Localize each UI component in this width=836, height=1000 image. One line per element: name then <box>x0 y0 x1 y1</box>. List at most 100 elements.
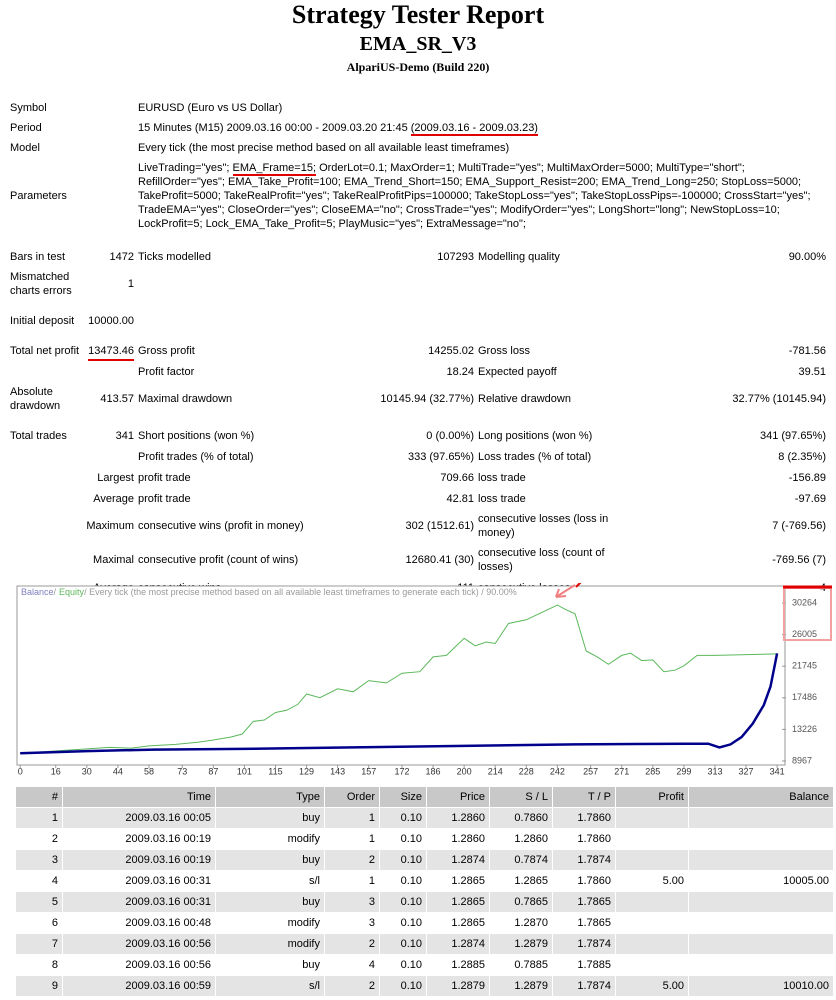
x-tick-label: 271 <box>614 766 629 776</box>
stat-text: Maximal <box>93 554 134 566</box>
trade-cell: 2009.03.16 00:31 <box>125 875 211 887</box>
stat-text: consecutive loss (count of losses) <box>478 547 605 573</box>
plot-frame <box>16 585 786 766</box>
x-tick-label: 172 <box>394 766 409 776</box>
trade-cell: 1.7874 <box>553 934 615 954</box>
x-tick-label: 327 <box>739 766 754 776</box>
trade-cell: 0.7874 <box>490 850 552 870</box>
trade-cell-empty <box>689 934 833 954</box>
stat-label: Total trades <box>8 416 84 446</box>
x-tick-label: 285 <box>645 766 660 776</box>
stat-text: consecutive losses (loss in money) <box>478 513 609 539</box>
trade-cell: 2009.03.16 00:59 <box>63 976 215 996</box>
y-tick-label: 30264 <box>792 597 817 607</box>
stat-label: Modelling quality <box>476 246 644 267</box>
stat-label: Profit trades (% of total) <box>136 446 344 467</box>
stat-label: Ticks modelled <box>136 246 344 267</box>
stat-value: 341 <box>84 416 136 446</box>
stat-text: 341 (97.65%) <box>759 429 826 442</box>
column-header: Price <box>427 787 489 807</box>
stat-text: -156.89 <box>788 471 826 484</box>
y-tick-label: 26005 <box>792 629 817 639</box>
stat-value: 10145.94 (32.77%) <box>344 382 476 416</box>
trade-cell: 0.7885 <box>514 959 548 971</box>
x-tick-label: 58 <box>144 766 154 776</box>
trade-row: 6 2009.03.16 00:48 modify 3 0.10 1.2865 1.2870… <box>16 913 833 933</box>
report-title: Strategy Tester Report <box>291 0 545 29</box>
trade-cell-empty <box>689 892 833 912</box>
stat-text: Short positions (won %) <box>138 429 255 442</box>
stat-text: 42.81 <box>446 492 474 505</box>
stat-value: 18.24 <box>344 361 476 382</box>
stat-text: consecutive wins (profit in money) <box>138 520 304 532</box>
trade-cell: 2 <box>325 976 379 996</box>
stat-value: loss trade <box>476 467 644 488</box>
trade-cell: 1.7860 <box>577 833 611 845</box>
stat-text: 413.57 <box>100 393 134 405</box>
info-label: Symbol <box>10 102 47 114</box>
stat-value: consecutive profit (count of wins) <box>136 543 344 577</box>
trade-cell-empty <box>689 955 833 975</box>
stats-row: Total trades 341 Short positions (won %) 0 … <box>8 416 828 446</box>
stat-value: 14255.02 <box>344 331 476 361</box>
stat-text: 107293 <box>437 250 474 263</box>
trade-cell: 5.00 <box>662 875 684 887</box>
column-header: Balance <box>689 787 833 807</box>
stat-text: Gross profit <box>138 344 195 357</box>
stat-value: -781.56 <box>644 331 828 361</box>
trade-cell: 0.10 <box>380 808 426 828</box>
stats-row: Total net profit 13473.46 Gross profit 1425… <box>8 331 828 361</box>
stat-text: Mismatched charts errors <box>10 271 72 297</box>
stat-text: 341 <box>115 429 134 442</box>
trade-cell-empty <box>616 808 688 828</box>
stat-label: Largest <box>8 467 136 488</box>
info-text: OrderLot=0.1; MaxOrder=1; MultiTrade="ye… <box>138 162 811 230</box>
x-tick-label: 299 <box>676 766 691 776</box>
stat-text: 7 (-769.56) <box>772 520 826 532</box>
trade-cell: buy <box>216 892 324 912</box>
stat-value: 13473.46 <box>84 331 136 361</box>
stat-text: Bars in test <box>10 250 66 263</box>
info-text: (2009.03.16 - 2009.03.23) <box>410 122 538 136</box>
stat-label: -97.69 <box>644 488 828 509</box>
stat-text: -769.56 (7) <box>772 554 826 566</box>
trade-cell: 1 <box>368 833 375 845</box>
trade-cell: 2 <box>51 833 58 845</box>
x-tick-label: 87 <box>208 766 218 776</box>
x-tick-label: 214 <box>488 766 503 776</box>
stat-text: 14255.02 <box>428 344 474 357</box>
trade-cell: 5 <box>16 892 62 912</box>
stat-value: 10000.00 <box>84 301 136 331</box>
trade-cell: 1.7885 <box>577 959 611 971</box>
stat-value: 90.00% <box>644 246 828 267</box>
stat-text: Ticks modelled <box>138 250 211 263</box>
stat-empty <box>8 446 136 467</box>
trade-cell-empty <box>616 913 688 933</box>
stat-text: Total net profit <box>10 344 80 357</box>
stat-text: 10000.00 <box>88 314 134 327</box>
stats-row: Maximal consecutive profit (count of wins… <box>8 543 828 577</box>
trade-cell: 2009.03.16 00:31 <box>63 892 215 912</box>
trade-cell: s/l <box>309 875 320 887</box>
trade-cell: 1.7860 <box>553 808 615 828</box>
x-tick-label: 341 <box>770 766 785 776</box>
trade-cell: 0.10 <box>380 934 426 954</box>
column-header: Time <box>63 787 215 807</box>
info-row: Model Every tick (the most precise method… <box>8 138 828 158</box>
info-table: Symbol EURUSD (Euro vs US Dollar) Period 15… <box>8 98 828 234</box>
stat-text: Gross loss <box>478 344 530 357</box>
trade-cell: 4 <box>51 875 58 887</box>
legend-note: / Every tick (the most precise method ba… <box>84 587 517 597</box>
trade-cell: 1.2865 <box>427 892 489 912</box>
trade-row: 4 2009.03.16 00:31 s/l 1 0.10 1.2865 1.2865 1.7… <box>16 871 833 891</box>
info-value: Every tick (the most precise method base… <box>136 138 828 158</box>
trade-cell: 10005.00 <box>783 875 829 887</box>
trade-cell: 1.2879 <box>490 934 552 954</box>
trade-cell: 1.2865 <box>514 875 548 887</box>
stat-value: profit trade <box>136 467 344 488</box>
stat-label: Total net profit <box>8 331 84 361</box>
stat-label: Maximum <box>8 509 136 543</box>
x-tick-label: 186 <box>426 766 441 776</box>
stat-label: 12680.41 (30) <box>344 543 476 577</box>
stat-text: Profit trades (% of total) <box>138 450 254 463</box>
